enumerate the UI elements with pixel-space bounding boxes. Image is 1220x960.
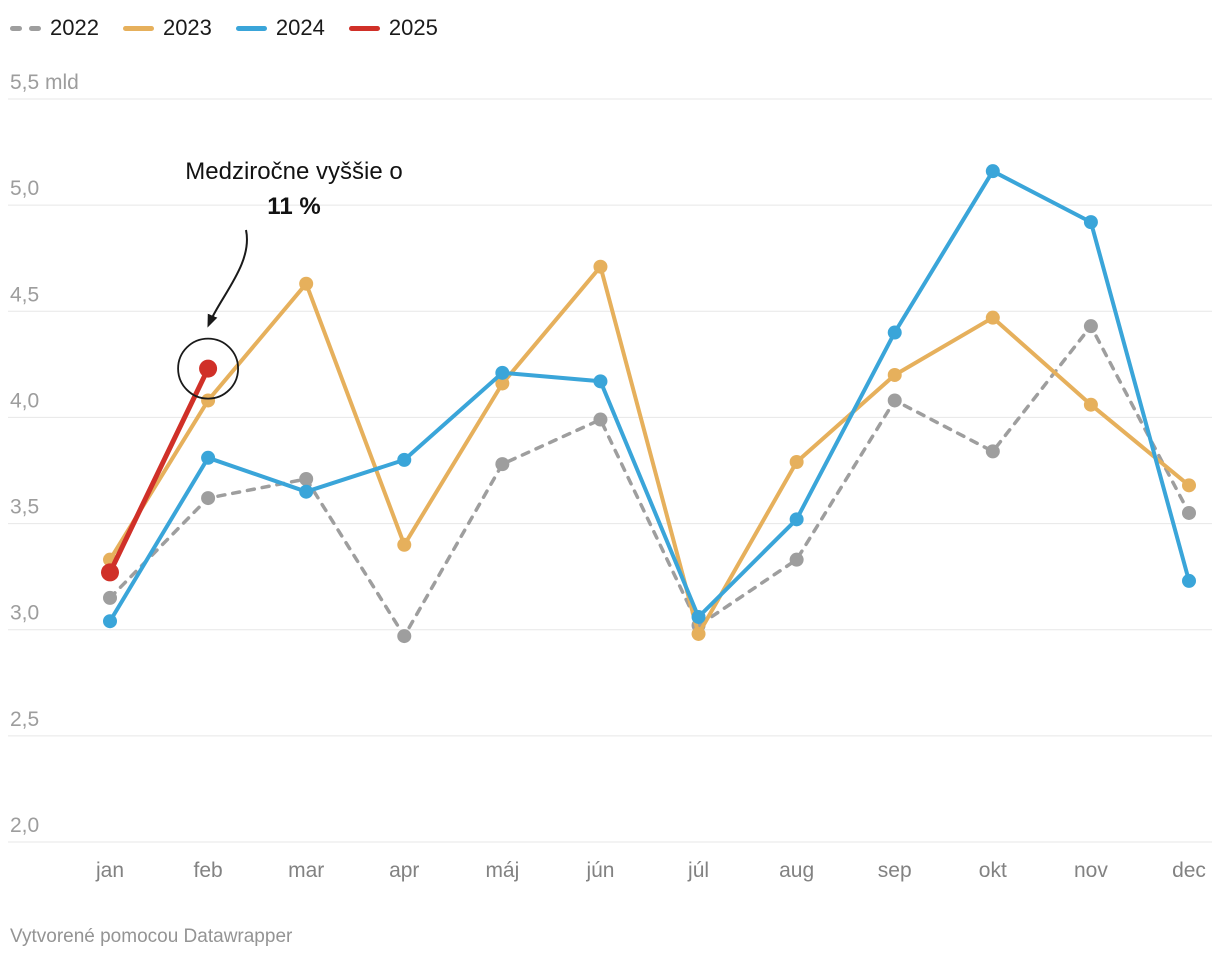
data-point-2023-sep[interactable] [887,367,902,382]
data-point-2022-aug[interactable] [789,552,804,567]
y-tick-label: 3,0 [10,602,39,625]
gridlines [8,98,1212,843]
data-point-2023-nov[interactable] [1083,397,1098,412]
data-point-2023-mar[interactable] [299,276,314,291]
data-point-2022-mar[interactable] [299,471,314,486]
x-tick-label-dec: dec [1172,859,1206,882]
data-point-2023-feb[interactable] [201,393,216,408]
data-point-2023-máj[interactable] [495,376,510,391]
data-point-2024-máj[interactable] [495,365,510,380]
x-tick-label-máj: máj [485,859,519,882]
y-tick-label: 5,5 mld [10,71,79,94]
series-line-2022 [108,324,1191,638]
y-tick-label: 2,0 [10,814,39,837]
data-point-2024-mar[interactable] [299,484,314,499]
data-point-2024-aug[interactable] [789,512,804,527]
legend-swatch-icon-2023 [122,25,154,31]
x-tick-label-mar: mar [288,859,324,882]
data-point-2024-okt[interactable] [985,164,1000,179]
legend: 2022 2023 2024 2025 [10,15,438,41]
data-point-2024-nov[interactable] [1083,215,1098,230]
annotation-value: 11 % [267,193,321,220]
annotation-arrow-icon [207,229,248,328]
data-point-2023-dec[interactable] [1182,478,1196,493]
legend-label-2023: 2023 [162,15,212,40]
data-point-2024-dec[interactable] [1182,573,1196,588]
data-point-2023-aug[interactable] [789,455,804,470]
annotation-shapes [177,229,248,400]
data-point-2022-nov[interactable] [1083,319,1098,334]
x-tick-label-júl: júl [687,859,709,882]
data-series [101,164,1196,644]
data-point-2025-jan[interactable] [101,563,119,582]
data-point-2022-jan[interactable] [103,590,117,605]
data-point-2024-sep[interactable] [887,325,902,340]
data-point-2022-máj[interactable] [495,457,510,472]
series-line-2023 [108,264,1191,636]
x-tick-label-aug: aug [779,859,814,882]
annotation-text: Medziročne vyššie o 11 % [153,154,435,224]
legend-swatch-icon-2022 [10,25,41,31]
legend-swatch-icon-2024 [235,25,267,31]
legend-item-2024: 2024 [235,15,325,41]
y-tick-label: 2,5 [10,708,39,731]
y-tick-label: 4,5 [10,283,39,306]
legend-swatch-icon-2025 [348,25,380,31]
x-tick-label-nov: nov [1074,859,1108,882]
footer-credit: Vytvorené pomocou Datawrapper [10,926,293,947]
series-line-2025 [107,366,211,575]
data-point-2024-jan[interactable] [103,614,117,629]
y-tick-label: 3,5 [10,496,39,519]
y-tick-label: 5,0 [10,177,39,200]
data-point-2024-júl[interactable] [691,609,706,624]
x-tick-label-jan: jan [95,859,124,882]
legend-label-2025: 2025 [388,15,438,40]
data-point-2022-feb[interactable] [201,491,216,506]
legend-label-2024: 2024 [275,15,325,40]
y-tick-label: 4,0 [10,389,39,412]
legend-dash-segment [10,25,22,31]
highlight-circle [177,337,239,400]
x-tick-label-feb: feb [193,859,222,882]
legend-dash-segment [29,25,41,31]
data-point-2022-jún[interactable] [593,412,608,427]
x-tick-label-okt: okt [979,859,1007,882]
x-tick-label-sep: sep [878,859,912,882]
x-tick-label-jún: jún [585,859,614,882]
legend-item-2023: 2023 [122,15,212,41]
data-point-2023-jún[interactable] [593,259,608,274]
data-point-2022-apr[interactable] [397,629,412,644]
legend-item-2025: 2025 [348,15,438,41]
data-point-2024-feb[interactable] [201,450,216,465]
data-point-2024-apr[interactable] [397,452,412,467]
axis-labels: 5,5 mld 5,0 4,5 4,0 3,5 3,0 2,5 2,0 jan feb mar apr… [10,71,1206,882]
data-point-2025-feb[interactable] [199,359,218,378]
data-point-2022-dec[interactable] [1182,505,1196,520]
x-tick-label-apr: apr [389,859,419,882]
legend-item-2022: 2022 [10,15,99,41]
legend-label-2022: 2022 [50,15,99,40]
series-line-2024 [108,169,1191,624]
data-point-2024-jún[interactable] [593,374,608,389]
data-point-2023-okt[interactable] [985,310,1000,325]
annotation-line1: Medziročne vyššie o [185,158,403,185]
data-point-2023-júl[interactable] [691,626,706,641]
data-point-2022-sep[interactable] [887,393,902,408]
data-point-2023-apr[interactable] [397,537,412,552]
data-point-2022-okt[interactable] [985,444,1000,459]
